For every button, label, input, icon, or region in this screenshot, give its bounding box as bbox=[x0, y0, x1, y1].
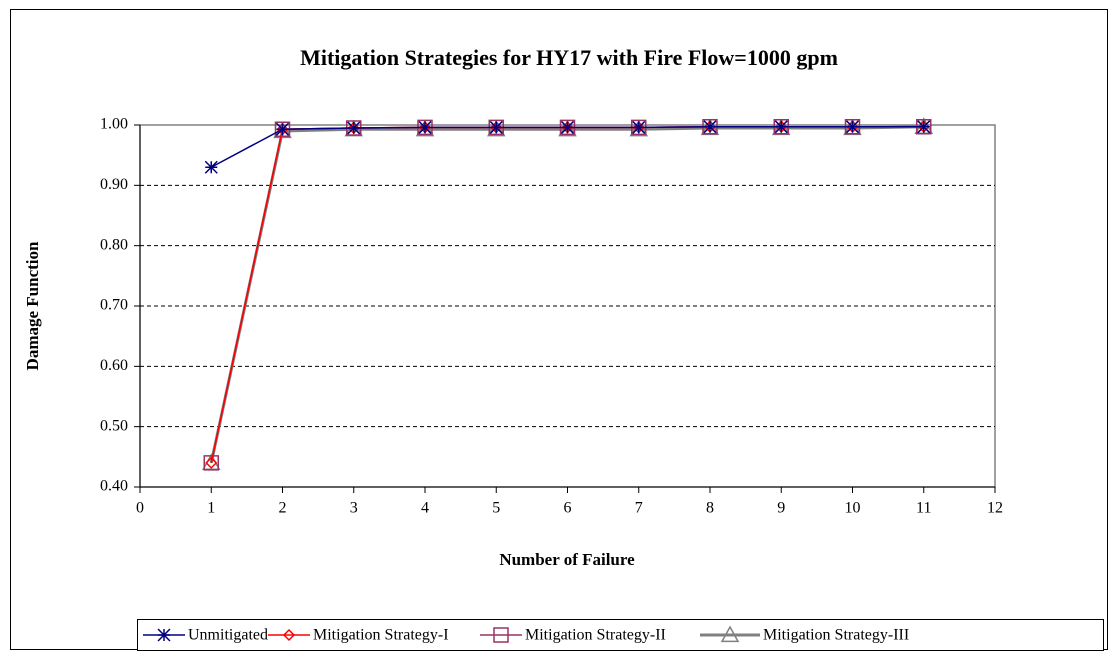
x-tick-label: 11 bbox=[916, 500, 931, 517]
legend-marker bbox=[493, 627, 509, 643]
data-point bbox=[347, 121, 361, 135]
legend-label: Unmitigated bbox=[188, 627, 268, 644]
data-point bbox=[559, 119, 576, 136]
x-tick-label: 1 bbox=[207, 500, 215, 517]
y-tick-label: 0.80 bbox=[100, 236, 128, 253]
y-axis-title: Damage Function bbox=[23, 241, 42, 370]
legend-marker bbox=[157, 628, 171, 642]
x-tick-label: 9 bbox=[777, 500, 785, 517]
x-tick-label: 6 bbox=[564, 500, 572, 517]
x-tick-label: 3 bbox=[350, 500, 358, 517]
data-point bbox=[488, 119, 504, 136]
x-tick-label: 2 bbox=[279, 500, 287, 517]
legend-marker bbox=[720, 625, 740, 643]
x-axis-title: Number of Failure bbox=[499, 550, 635, 569]
data-point bbox=[702, 119, 718, 135]
x-tick-label: 7 bbox=[635, 500, 643, 517]
data-point bbox=[632, 120, 646, 134]
chart-title: Mitigation Strategies for HY17 with Fire… bbox=[300, 45, 838, 70]
data-point bbox=[205, 456, 218, 469]
data-point bbox=[916, 119, 932, 135]
data-point bbox=[274, 121, 291, 137]
x-tick-label: 4 bbox=[421, 500, 429, 517]
data-point bbox=[773, 119, 789, 135]
x-tick-label: 12 bbox=[987, 500, 1003, 517]
x-tick-label: 8 bbox=[706, 500, 714, 517]
data-point bbox=[917, 120, 931, 134]
y-tick-label: 0.40 bbox=[100, 478, 128, 495]
legend-label: Mitigation Strategy-II bbox=[525, 627, 666, 644]
data-point bbox=[346, 120, 362, 136]
x-tick-label: 10 bbox=[845, 500, 861, 517]
x-tick-label: 0 bbox=[136, 500, 144, 517]
data-point bbox=[560, 120, 575, 134]
data-point bbox=[203, 455, 219, 471]
data-point bbox=[844, 119, 861, 135]
legend-marker bbox=[282, 628, 296, 642]
data-point bbox=[275, 122, 290, 136]
y-tick-label: 0.70 bbox=[100, 297, 128, 314]
data-point bbox=[845, 120, 860, 134]
y-tick-label: 0.60 bbox=[100, 357, 128, 374]
y-tick-label: 0.90 bbox=[100, 176, 128, 193]
y-tick-label: 1.00 bbox=[100, 116, 128, 133]
legend-label: Mitigation Strategy-III bbox=[763, 627, 909, 644]
data-point bbox=[417, 119, 433, 136]
data-point bbox=[204, 160, 218, 174]
data-point bbox=[489, 120, 503, 134]
data-point bbox=[631, 119, 647, 136]
y-tick-label: 0.50 bbox=[100, 417, 128, 434]
data-point bbox=[774, 120, 788, 134]
legend-label: Mitigation Strategy-I bbox=[313, 627, 449, 644]
data-point bbox=[418, 120, 432, 134]
x-tick-label: 5 bbox=[492, 500, 500, 517]
data-point bbox=[703, 120, 717, 134]
